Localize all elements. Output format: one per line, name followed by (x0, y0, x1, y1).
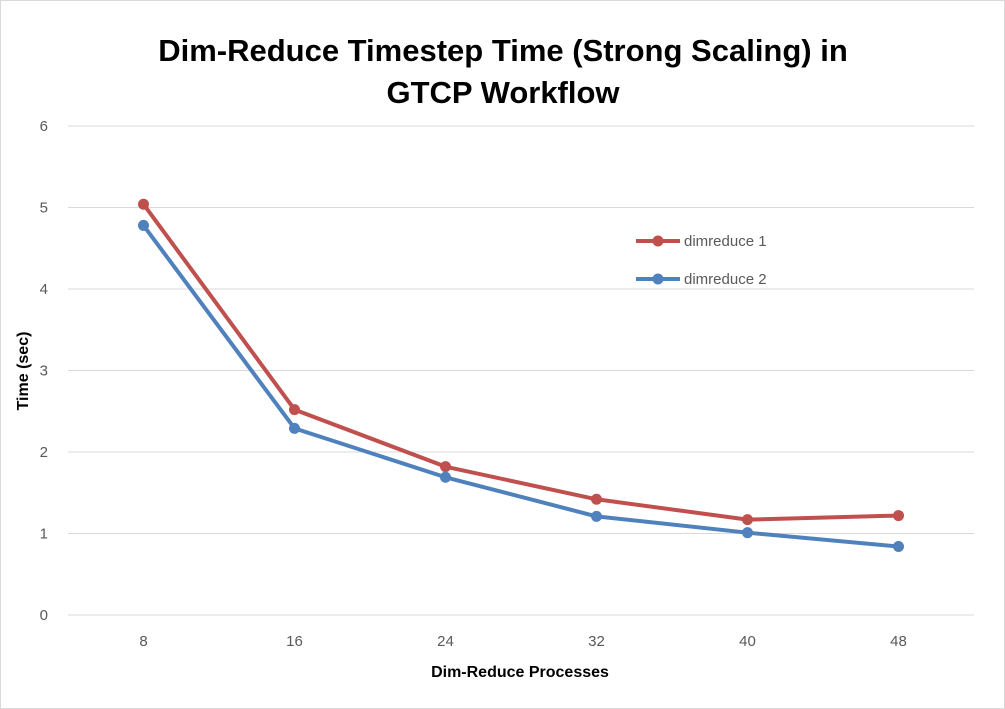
x-tick-label: 48 (890, 633, 907, 650)
y-tick-label: 5 (40, 200, 48, 217)
y-tick-label: 2 (40, 444, 48, 461)
series-line-1 (141, 202, 901, 522)
legend: dimreduce 1 dimreduce 2 (636, 233, 767, 288)
x-tick-label: 24 (437, 633, 454, 650)
legend-swatch-marker (652, 273, 664, 285)
chart-title-line-1: Dim-Reduce Timestep Time (Strong Scaling… (158, 33, 848, 68)
series-2-point (440, 471, 451, 483)
y-tick-label: 6 (40, 118, 48, 135)
series-1-point (440, 461, 451, 473)
y-axis-title: Time (sec) (15, 332, 32, 411)
legend-swatch-marker (652, 235, 664, 247)
series-1-point (138, 198, 149, 210)
series-2-point (289, 422, 300, 434)
y-tick-label: 4 (40, 281, 48, 298)
series-1-point (742, 514, 753, 526)
y-axis-ticks: 0 1 2 3 4 5 6 (40, 118, 48, 624)
series-1-point (893, 510, 904, 522)
y-tick-label: 0 (40, 607, 48, 624)
chart-title-line-2: GTCP Workflow (386, 75, 620, 110)
series-2-point (893, 541, 904, 553)
x-axis-title: Dim-Reduce Processes (431, 664, 609, 681)
legend-label: dimreduce 2 (684, 271, 767, 288)
gridlines (68, 125, 974, 616)
x-tick-label: 40 (739, 633, 756, 650)
series-1-point (289, 404, 300, 416)
legend-label: dimreduce 1 (684, 233, 767, 250)
series-1-point (591, 493, 602, 505)
x-tick-label: 32 (588, 633, 605, 650)
series-2-point (591, 510, 602, 522)
y-tick-label: 1 (40, 526, 48, 543)
x-axis-ticks: 8 16 24 32 40 48 (139, 633, 907, 650)
x-tick-label: 8 (139, 633, 147, 650)
series-2-point (742, 527, 753, 539)
series-2-point (138, 219, 149, 231)
y-tick-label: 3 (40, 363, 48, 380)
x-tick-label: 16 (286, 633, 303, 650)
series-lines (138, 198, 904, 553)
series-line-2 (141, 223, 901, 549)
